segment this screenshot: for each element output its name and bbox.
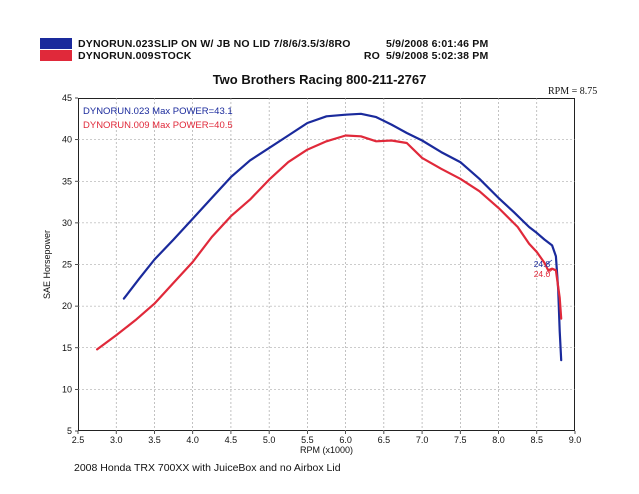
x-axis-title: RPM (x1000) <box>300 445 353 455</box>
chart-caption: 2008 Honda TRX 700XX with JuiceBox and n… <box>74 462 341 474</box>
y-tick-label: 35 <box>62 176 72 186</box>
x-tick-label: 6.0 <box>339 435 352 445</box>
y-axis-title: SAE Horsepower <box>42 230 52 299</box>
x-tick-label: 6.5 <box>378 435 391 445</box>
series-end-value-label: 24.8 <box>534 259 551 269</box>
legend-row-run009: DYNORUN.009 STOCK RO 5/9/2008 5:02:38 PM <box>40 49 488 62</box>
x-tick-label: 2.5 <box>72 435 85 445</box>
end-label-leader <box>546 259 553 265</box>
legend-run-name: DYNORUN.023 <box>78 37 154 50</box>
y-tick-label: 15 <box>62 343 72 353</box>
legend-run-ro: RO <box>363 49 380 62</box>
legend-run-date: 5/9/2008 6:01:46 PM <box>386 37 489 50</box>
x-tick-label: 8.5 <box>531 435 544 445</box>
series-end-value-label: 24.0 <box>534 269 551 279</box>
series-color-swatch-red <box>40 50 72 61</box>
x-tick-label: 8.0 <box>492 435 505 445</box>
series-line-dynorun-023 <box>122 112 563 362</box>
x-tick-label: 7.5 <box>454 435 467 445</box>
x-tick-label: 5.5 <box>301 435 314 445</box>
chart-title: Two Brothers Racing 800-211-2767 <box>212 72 427 87</box>
x-tick-label: 3.0 <box>110 435 123 445</box>
y-tick-label: 30 <box>62 218 72 228</box>
x-tick-label: 4.5 <box>225 435 238 445</box>
y-tick-label: 20 <box>62 301 72 311</box>
y-tick-label: 45 <box>62 93 72 103</box>
legend-row-run023: DYNORUN.023 SLIP ON W/ JB NO LID 7/8/6/3… <box>40 37 488 50</box>
x-tick-label: 4.0 <box>186 435 199 445</box>
legend-run-description: SLIP ON W/ JB NO LID 7/8/6/3.5/3/8RO <box>154 37 351 50</box>
x-tick-label: 7.0 <box>416 435 429 445</box>
legend-run-name: DYNORUN.009 <box>78 49 154 62</box>
x-tick-label: 3.5 <box>148 435 161 445</box>
y-tick-label: 10 <box>62 384 72 394</box>
series-color-swatch-blue <box>40 38 72 49</box>
series-line-dynorun-009 <box>95 134 563 351</box>
legend-run-date: 5/9/2008 5:02:38 PM <box>386 49 489 62</box>
plot-legend-entry: DYNORUN.009 Max POWER=40.5 <box>83 120 233 131</box>
x-tick-label: 5.0 <box>263 435 276 445</box>
end-label-leader <box>546 269 553 275</box>
y-tick-label: 40 <box>62 135 72 145</box>
y-tick-label: 5 <box>67 426 72 436</box>
x-tick-label: 9.0 <box>569 435 582 445</box>
rpm-readout: RPM = 8.75 <box>548 86 598 97</box>
legend-run-description: STOCK <box>154 49 192 62</box>
y-tick-label: 25 <box>62 260 72 270</box>
plot-legend-entry: DYNORUN.023 Max POWER=43.1 <box>83 106 233 117</box>
